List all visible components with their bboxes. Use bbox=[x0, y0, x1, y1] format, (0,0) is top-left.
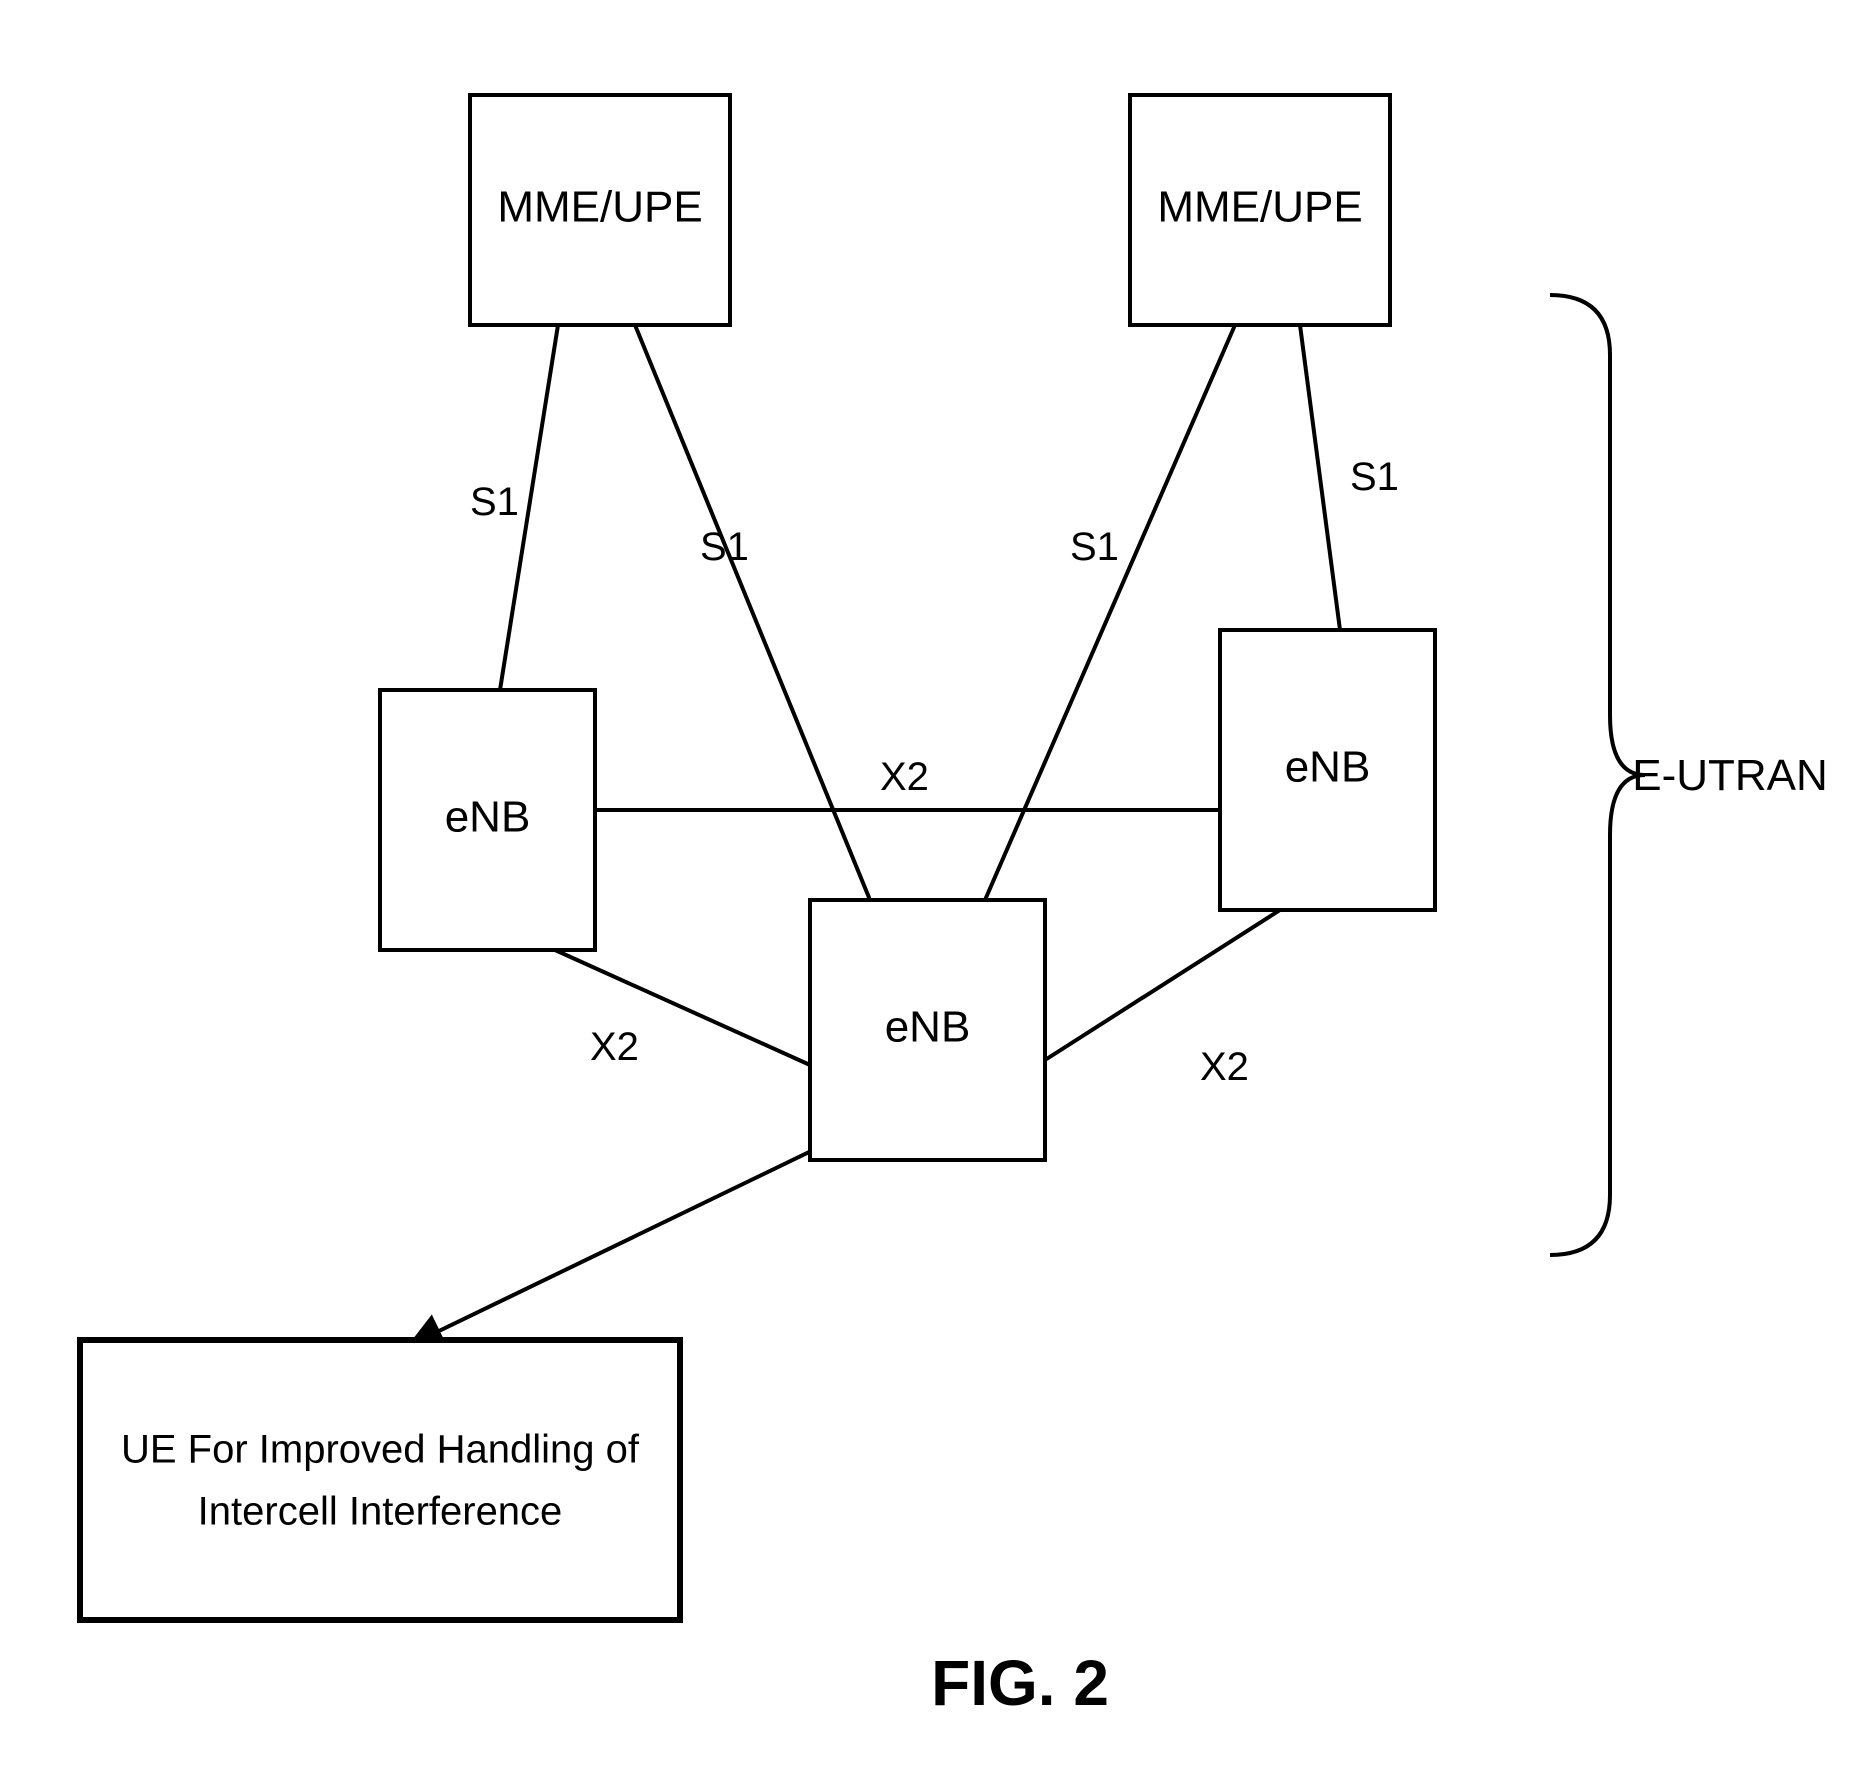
brace-label: E-UTRAN bbox=[1632, 751, 1828, 800]
enb-right-label: eNB bbox=[1285, 743, 1371, 792]
mme-left-label: MME/UPE bbox=[497, 183, 702, 232]
enb-mid-label: eNB bbox=[885, 1003, 971, 1052]
edge-label-s1-0: S1 bbox=[470, 480, 519, 524]
mme-right-label: MME/UPE bbox=[1157, 183, 1362, 232]
ue-label-line2: Intercell Interference bbox=[198, 1490, 563, 1534]
edge-label-x2-4: X2 bbox=[880, 755, 929, 799]
brace-e-utran bbox=[1550, 295, 1645, 1255]
double-arrow-enb-ue bbox=[410, 1125, 865, 1345]
edge-s1-1 bbox=[635, 325, 870, 900]
edge-s1-2 bbox=[985, 325, 1235, 900]
enb-left-label: eNB bbox=[445, 793, 531, 842]
ue-box bbox=[80, 1340, 680, 1620]
figure-caption: FIG. 2 bbox=[931, 1647, 1109, 1719]
edge-label-s1-1: S1 bbox=[700, 525, 749, 569]
edge-label-s1-2: S1 bbox=[1070, 525, 1119, 569]
edge-x2-6 bbox=[1045, 910, 1280, 1060]
edge-s1-3 bbox=[1300, 325, 1340, 630]
edge-label-x2-5: X2 bbox=[590, 1025, 639, 1069]
edge-label-x2-6: X2 bbox=[1200, 1045, 1249, 1089]
ue-label-line1: UE For Improved Handling of bbox=[121, 1428, 640, 1472]
edge-label-s1-3: S1 bbox=[1350, 455, 1399, 499]
